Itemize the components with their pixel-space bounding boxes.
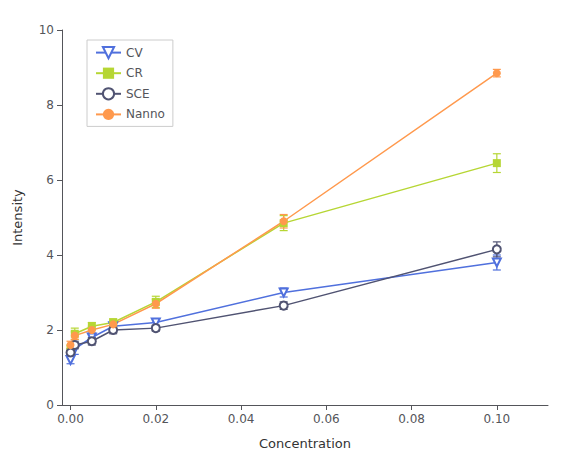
svg-text:0.08: 0.08 [398, 412, 425, 426]
svg-text:Intensity: Intensity [10, 189, 25, 246]
svg-text:2: 2 [46, 323, 54, 337]
svg-text:4: 4 [46, 248, 54, 262]
svg-text:10: 10 [39, 23, 54, 37]
svg-text:Nanno: Nanno [126, 107, 165, 121]
svg-text:Concentration: Concentration [259, 436, 351, 451]
svg-text:0.04: 0.04 [228, 412, 255, 426]
svg-text:8: 8 [46, 98, 54, 112]
svg-text:SCE: SCE [126, 87, 150, 101]
svg-text:0: 0 [46, 398, 54, 412]
svg-text:0.06: 0.06 [313, 412, 340, 426]
svg-text:CV: CV [126, 46, 143, 60]
svg-text:0.10: 0.10 [483, 412, 510, 426]
svg-text:0.02: 0.02 [142, 412, 169, 426]
svg-text:CR: CR [126, 66, 143, 80]
svg-text:6: 6 [46, 173, 54, 187]
svg-text:0.00: 0.00 [57, 412, 84, 426]
